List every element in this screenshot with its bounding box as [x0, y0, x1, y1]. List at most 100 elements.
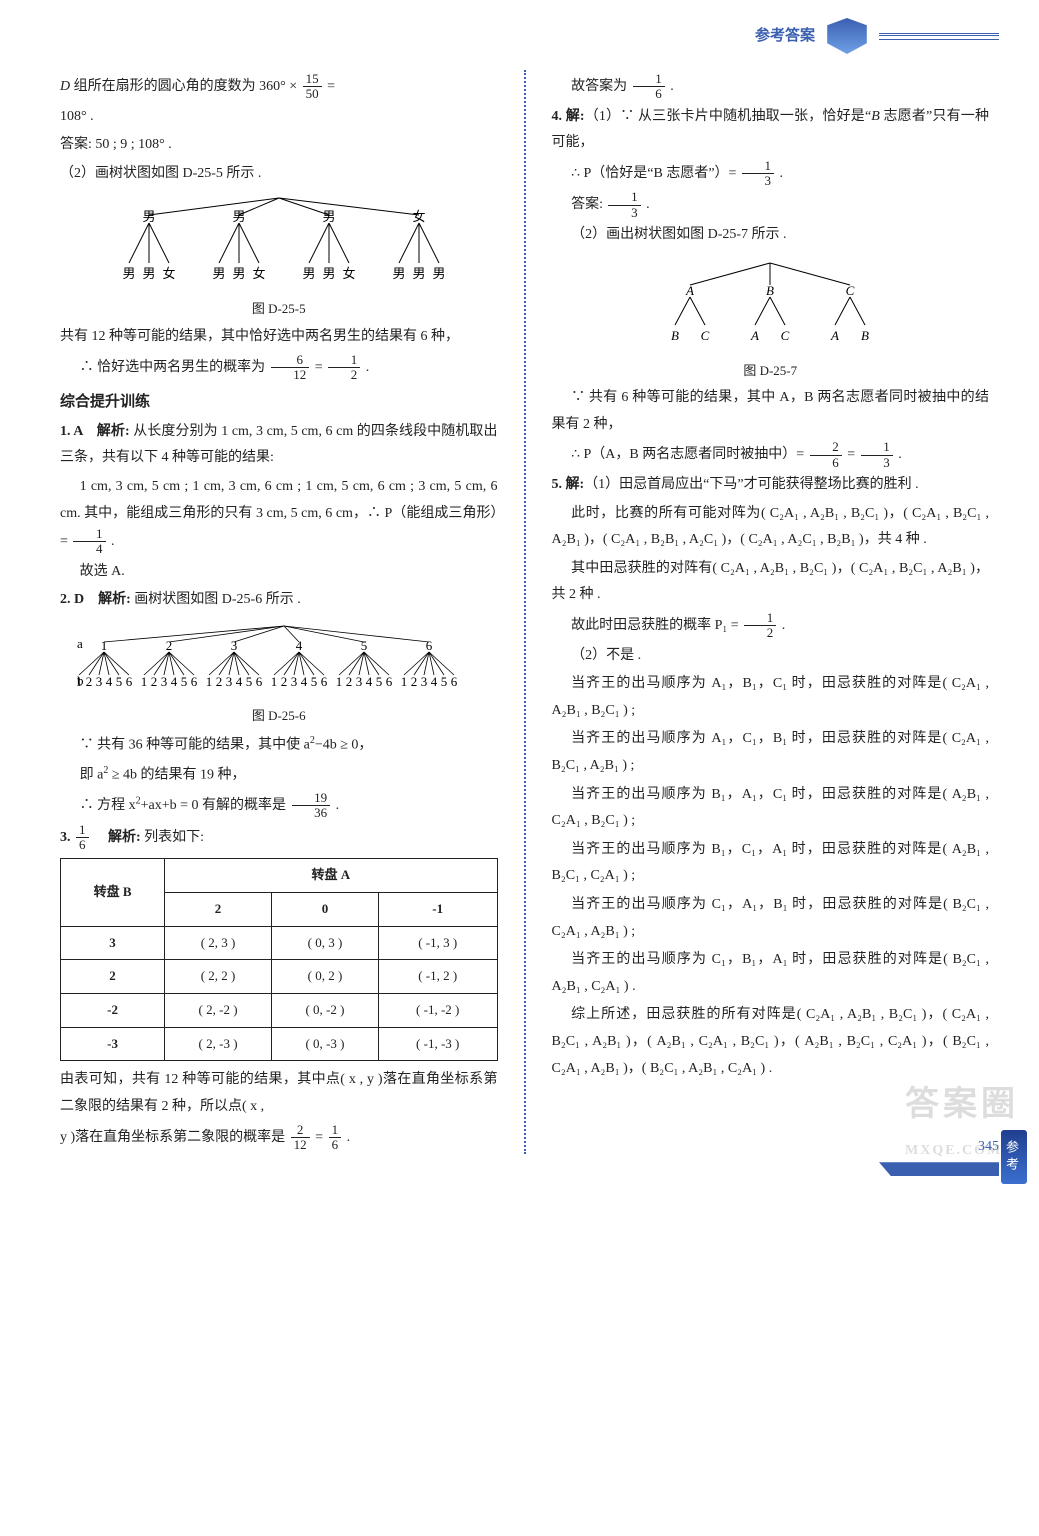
svg-text:1: 1	[271, 674, 278, 689]
svg-text:男: 男	[322, 209, 335, 224]
text: 当齐王的出马顺序为 B₁，A₁，C₁ 时，田忌获胜的对阵是( A₂B₁ , C₂…	[552, 782, 990, 835]
svg-text:2: 2	[86, 674, 93, 689]
table-corner: 转盘 B	[61, 859, 165, 926]
svg-text:B: B	[766, 283, 774, 298]
side-tab: 参考答案	[1001, 1130, 1027, 1184]
text: 综上所述，田忌获胜的所有对阵是( C₂A₁ , A₂B₁ , B₂C₁ )，( …	[552, 1002, 990, 1082]
page: 参考答案 D 组所在扇形的圆心角的度数为 360° × 1550 = 108° …	[0, 0, 1039, 1184]
svg-text:B: B	[861, 328, 869, 343]
svg-text:2: 2	[281, 674, 288, 689]
svg-text:6: 6	[426, 638, 433, 653]
svg-text:3: 3	[161, 674, 168, 689]
figure-caption: 图 D-25-6	[60, 704, 498, 729]
svg-text:C: C	[846, 283, 855, 298]
svg-text:女: 女	[162, 266, 175, 281]
section-title: 综合提升训练	[60, 388, 498, 417]
table-row: 3( 2, 3 )( 0, 3 )( -1, 3 )	[61, 926, 498, 960]
page-strip-icon	[879, 1162, 999, 1176]
fraction: 1550	[301, 72, 324, 102]
text: 当齐王的出马顺序为 C₁，A₁，B₁ 时，田忌获胜的对阵是( B₂C₁ , C₂…	[552, 892, 990, 945]
svg-text:4: 4	[171, 674, 178, 689]
table-q3: 转盘 B 转盘 A 2 0 -1 3( 2, 3 )( 0, 3 )( -1, …	[60, 858, 498, 1061]
svg-text:A: A	[750, 328, 759, 343]
svg-text:C: C	[701, 328, 710, 343]
svg-text:男: 男	[232, 209, 245, 224]
svg-text:1: 1	[206, 674, 213, 689]
svg-text:男: 男	[142, 266, 155, 281]
text: ∴ 恰好选中两名男生的概率为 612 = 12 .	[60, 353, 498, 383]
svg-text:3: 3	[96, 674, 103, 689]
text: 1 cm, 3 cm, 5 cm ; 1 cm, 3 cm, 6 cm ; 1 …	[60, 474, 498, 557]
text: 答案: 13 .	[552, 190, 990, 220]
text: 即 a2 ≥ 4b 的结果有 19 种，	[60, 761, 498, 789]
table-row: -2( 2, -2 )( 0, -2 )( -1, -2 )	[61, 994, 498, 1028]
svg-text:6: 6	[451, 674, 458, 689]
text: ∵ 共有 36 种等可能的结果，其中使 a2−4b ≥ 0，	[60, 731, 498, 759]
text: y )落在直角坐标系第二象限的概率是 212 = 16 .	[60, 1123, 498, 1153]
header: 参考答案	[755, 18, 999, 54]
text: （2）画出树状图如图 D-25-7 所示 .	[552, 222, 990, 249]
tree-d-25-5: 男 男 男 女 男 男 女 男 男 女 男 男 女 男 男 男	[99, 193, 459, 293]
svg-text:男: 男	[322, 266, 335, 281]
svg-text:B: B	[671, 328, 679, 343]
svg-text:4: 4	[301, 674, 308, 689]
column-divider	[524, 70, 526, 1154]
text: 由表可知，共有 12 种等可能的结果，其中点( x , y )落在直角坐标系第二…	[60, 1067, 498, 1120]
svg-text:1: 1	[401, 674, 408, 689]
text: D 组所在扇形的圆心角的度数为 360° × 1550 =	[60, 72, 498, 102]
svg-text:女: 女	[252, 266, 265, 281]
text: （2）画树状图如图 D-25-5 所示 .	[60, 161, 498, 188]
tree-d-25-7: A B C B C A C A B	[640, 255, 900, 355]
columns: D 组所在扇形的圆心角的度数为 360° × 1550 = 108° . 答案:…	[60, 70, 989, 1154]
page-number: 345	[879, 1134, 999, 1177]
text: 当齐王的出马顺序为 A₁，B₁，C₁ 时，田忌获胜的对阵是( C₂A₁ , A₂…	[552, 671, 990, 724]
q3: 3. 16 解析: 列表如下:	[60, 823, 498, 853]
svg-text:5: 5	[361, 638, 368, 653]
svg-text:3: 3	[231, 638, 238, 653]
svg-text:2: 2	[411, 674, 418, 689]
text: 故选 A.	[60, 559, 498, 586]
q2: 2. D 解析: 画树状图如图 D-25-6 所示 .	[60, 587, 498, 614]
svg-text:1: 1	[336, 674, 343, 689]
text: ∵ 共有 6 种等可能的结果，其中 A，B 两名志愿者同时被抽中的结果有 2 种…	[552, 385, 990, 438]
text: 当齐王的出马顺序为 A₁，C₁，B₁ 时，田忌获胜的对阵是( C₂A₁ , B₂…	[552, 726, 990, 779]
svg-text:男: 男	[212, 266, 225, 281]
q1: 1. A 解析: 从长度分别为 1 cm, 3 cm, 5 cm, 6 cm 的…	[60, 419, 498, 472]
svg-text:1: 1	[76, 674, 83, 689]
tree-d-25-6: a b 112345621234563123456412345651234566…	[69, 620, 489, 700]
svg-text:3: 3	[291, 674, 298, 689]
svg-text:2: 2	[346, 674, 353, 689]
svg-text:4: 4	[296, 638, 303, 653]
text: 当齐王的出马顺序为 C₁，B₁，A₁ 时，田忌获胜的对阵是( B₂C₁ , A₂…	[552, 947, 990, 1000]
text: 故此时田忌获胜的概率 P₁ = 12 .	[552, 611, 990, 641]
svg-text:男: 男	[392, 266, 405, 281]
figure-caption: 图 D-25-5	[60, 297, 498, 322]
svg-text:5: 5	[441, 674, 448, 689]
svg-text:男: 男	[142, 209, 155, 224]
svg-text:6: 6	[321, 674, 328, 689]
svg-text:4: 4	[236, 674, 243, 689]
table-row: -3( 2, -3 )( 0, -3 )( -1, -3 )	[61, 1027, 498, 1061]
svg-text:5: 5	[246, 674, 253, 689]
table-header: 转盘 A	[165, 859, 497, 893]
svg-text:4: 4	[366, 674, 373, 689]
text: ∴ P（恰好是“B 志愿者”）= 13 .	[552, 159, 990, 189]
q5: 5. 解:（1）田忌首局应出“下马”才可能获得整场比赛的胜利 .	[552, 472, 990, 499]
text: 故答案为 16 .	[552, 72, 990, 102]
svg-text:a: a	[77, 636, 83, 651]
svg-text:A: A	[830, 328, 839, 343]
svg-text:5: 5	[181, 674, 188, 689]
svg-text:女: 女	[342, 266, 355, 281]
text: 答案: 50 ; 9 ; 108° .	[60, 132, 498, 159]
svg-text:男: 男	[412, 266, 425, 281]
svg-text:5: 5	[116, 674, 123, 689]
svg-text:2: 2	[216, 674, 223, 689]
svg-text:6: 6	[126, 674, 133, 689]
header-emblem-icon	[825, 18, 869, 54]
left-column: D 组所在扇形的圆心角的度数为 360° × 1550 = 108° . 答案:…	[60, 70, 498, 1154]
svg-text:3: 3	[226, 674, 233, 689]
text: 此时，比赛的所有可能对阵为( C₂A₁ , A₂B₁ , B₂C₁ )，( C₂…	[552, 501, 990, 554]
svg-text:男: 男	[432, 266, 445, 281]
svg-text:C: C	[781, 328, 790, 343]
figure-caption: 图 D-25-7	[552, 359, 990, 384]
